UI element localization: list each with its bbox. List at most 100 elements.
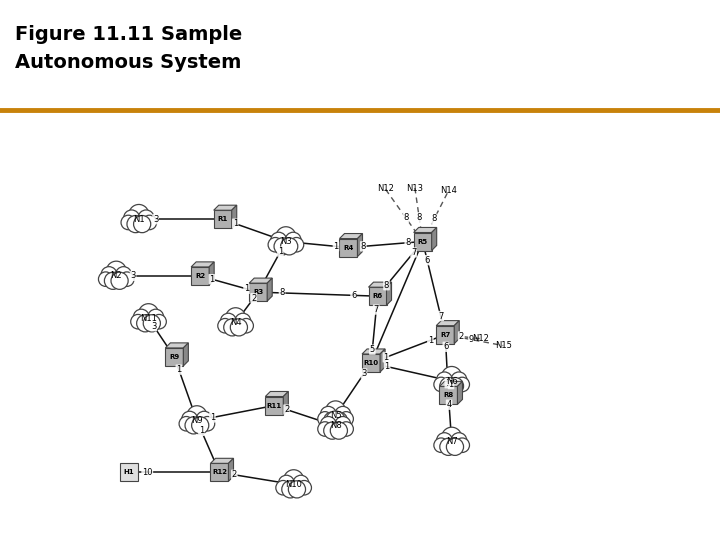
Text: R7: R7: [440, 332, 450, 338]
Polygon shape: [191, 262, 214, 267]
Circle shape: [335, 416, 351, 433]
Text: Autonomous System: Autonomous System: [15, 53, 241, 72]
Text: N8: N8: [330, 421, 341, 430]
Polygon shape: [166, 343, 189, 348]
Text: 10: 10: [142, 468, 153, 477]
Polygon shape: [265, 392, 288, 396]
Polygon shape: [228, 458, 233, 481]
Polygon shape: [210, 458, 233, 463]
Text: N9: N9: [191, 416, 203, 425]
Text: N15: N15: [495, 341, 512, 350]
Circle shape: [271, 232, 287, 248]
Circle shape: [318, 411, 332, 426]
Circle shape: [276, 481, 290, 495]
Text: 8: 8: [361, 242, 366, 251]
Circle shape: [455, 377, 469, 392]
Circle shape: [101, 267, 117, 282]
Text: 3: 3: [130, 272, 136, 280]
Text: 1: 1: [384, 362, 390, 371]
Text: 1: 1: [278, 247, 283, 256]
Polygon shape: [369, 282, 392, 287]
Text: N10: N10: [285, 480, 302, 489]
Circle shape: [325, 401, 346, 421]
Circle shape: [187, 406, 207, 426]
Polygon shape: [184, 343, 189, 366]
FancyBboxPatch shape: [265, 396, 283, 415]
Text: 1: 1: [199, 427, 204, 435]
Circle shape: [200, 416, 215, 431]
Circle shape: [318, 422, 332, 436]
Circle shape: [451, 433, 467, 449]
Circle shape: [225, 308, 246, 328]
Text: 3: 3: [153, 215, 158, 224]
Text: R10: R10: [364, 360, 379, 366]
Circle shape: [99, 272, 113, 286]
Circle shape: [320, 416, 336, 433]
Text: N6: N6: [446, 377, 457, 386]
FancyBboxPatch shape: [191, 267, 209, 285]
Polygon shape: [232, 205, 237, 228]
Text: R6: R6: [372, 293, 382, 299]
Circle shape: [152, 314, 166, 329]
Circle shape: [107, 261, 126, 281]
Text: 6: 6: [425, 255, 430, 265]
Circle shape: [282, 481, 299, 498]
Circle shape: [134, 215, 150, 233]
Circle shape: [442, 367, 462, 386]
Circle shape: [297, 481, 312, 495]
Polygon shape: [249, 278, 272, 283]
Text: 7: 7: [411, 248, 416, 257]
Circle shape: [139, 303, 158, 323]
Text: 4: 4: [446, 400, 451, 409]
Circle shape: [142, 215, 157, 230]
Circle shape: [436, 372, 452, 388]
Circle shape: [121, 215, 135, 230]
Circle shape: [335, 407, 351, 422]
Circle shape: [339, 422, 354, 436]
Circle shape: [285, 232, 301, 248]
Circle shape: [330, 422, 348, 439]
Polygon shape: [457, 381, 462, 404]
Circle shape: [289, 481, 305, 498]
Circle shape: [127, 215, 144, 233]
Circle shape: [451, 372, 467, 388]
Text: H1: H1: [124, 469, 135, 475]
Text: 2: 2: [459, 332, 464, 341]
FancyBboxPatch shape: [214, 210, 232, 228]
Text: 6: 6: [444, 342, 449, 352]
Circle shape: [148, 309, 163, 325]
Circle shape: [179, 416, 194, 431]
Circle shape: [224, 319, 241, 336]
FancyBboxPatch shape: [339, 239, 357, 256]
Circle shape: [129, 205, 149, 224]
Polygon shape: [432, 227, 437, 251]
Text: Figure 11.11 Sample: Figure 11.11 Sample: [15, 25, 242, 44]
Text: N7: N7: [446, 437, 457, 447]
Text: N1: N1: [133, 215, 145, 224]
Text: N13: N13: [406, 184, 423, 193]
Text: 6: 6: [351, 291, 356, 300]
Circle shape: [434, 377, 449, 392]
Circle shape: [133, 309, 149, 325]
Text: 8: 8: [403, 213, 408, 222]
Polygon shape: [454, 321, 459, 343]
Circle shape: [111, 272, 128, 289]
Polygon shape: [357, 233, 362, 256]
Polygon shape: [387, 282, 392, 305]
Circle shape: [281, 238, 298, 255]
FancyBboxPatch shape: [436, 326, 454, 343]
Text: 1: 1: [428, 336, 433, 345]
Circle shape: [434, 438, 449, 453]
FancyBboxPatch shape: [439, 387, 457, 404]
Polygon shape: [414, 227, 437, 233]
Circle shape: [239, 319, 253, 333]
FancyBboxPatch shape: [369, 287, 387, 305]
Text: N4: N4: [230, 318, 241, 327]
Circle shape: [131, 314, 145, 329]
Text: 7: 7: [374, 305, 379, 314]
Text: 1: 1: [209, 275, 215, 284]
Circle shape: [138, 210, 154, 226]
Text: 7: 7: [438, 312, 444, 321]
Circle shape: [330, 412, 348, 429]
Circle shape: [192, 417, 209, 434]
